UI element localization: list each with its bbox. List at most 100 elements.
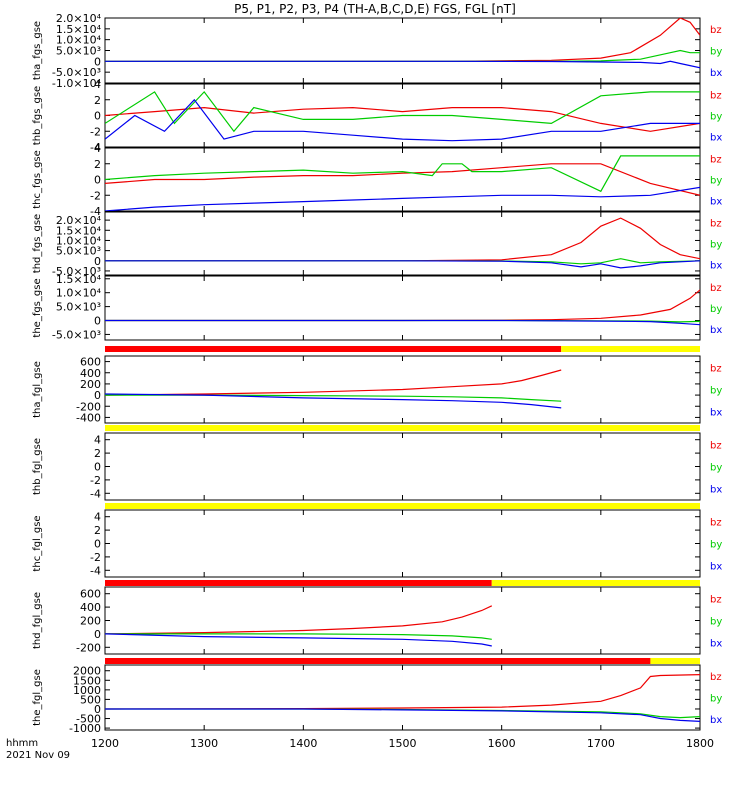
panel-frame: [104, 509, 701, 578]
y-tick-label: 400: [80, 601, 101, 614]
series-line-bx: [105, 708, 700, 722]
legend-by: by: [710, 304, 722, 315]
y-tick-label: -4: [90, 141, 101, 154]
y-tick-label: 4: [94, 78, 101, 91]
status-bar-yellow: [650, 658, 700, 664]
y-tick-label: 2.0×10⁴: [56, 214, 102, 227]
legend-bz: bz: [710, 155, 722, 166]
series-line-bz: [105, 217, 700, 262]
legend-by: by: [710, 386, 722, 397]
legend-bx: bx: [710, 132, 722, 143]
y-tick-label: -200: [76, 400, 101, 413]
y-tick-label: 0: [94, 255, 101, 268]
y-axis-label: thb_fgl_gse: [32, 438, 43, 495]
status-bar-yellow: [561, 346, 700, 352]
y-tick-label: -200: [76, 641, 101, 654]
y-axis-label: thd_fgs_gse: [32, 214, 43, 273]
x-tick-label: 1500: [389, 737, 417, 750]
y-tick-label: 0: [94, 389, 101, 402]
y-tick-label: 400: [80, 367, 101, 380]
series-line-bx: [105, 98, 700, 142]
legend-by: by: [710, 176, 722, 187]
y-axis-label: thc_fgl_gse: [32, 515, 43, 571]
panel-frame: [104, 664, 701, 731]
y-tick-label: 0: [94, 55, 101, 68]
y-tick-label: 200: [80, 378, 101, 391]
y-tick-label: 0: [94, 110, 101, 123]
x-tick-label: 1600: [488, 737, 516, 750]
y-tick-label: 1.5×10⁴: [56, 273, 102, 286]
y-axis-label: thb_fgs_gse: [32, 86, 43, 145]
y-tick-label: 0: [94, 461, 101, 474]
legend-by: by: [710, 617, 722, 628]
y-axis-label: the_fgl_gse: [32, 669, 43, 726]
legend-bx: bx: [710, 68, 722, 79]
y-tick-label: 200: [80, 615, 101, 628]
legend-bx: bx: [710, 325, 722, 336]
series-line-bz: [105, 674, 700, 710]
series-line-bx: [105, 393, 562, 409]
series-line-bz: [105, 605, 493, 635]
y-axis-label: thc_fgs_gse: [32, 150, 43, 209]
plot-title: P5, P1, P2, P3, P4 (TH-A,B,C,D,E) FGS, F…: [234, 2, 516, 16]
y-tick-label: -2: [90, 474, 101, 487]
y-tick-label: 4: [94, 434, 101, 447]
legend-bz: bz: [710, 594, 722, 605]
y-axis-label: thd_fgl_gse: [32, 592, 43, 649]
y-tick-label: -5.0×10³: [52, 66, 101, 79]
status-bar-red: [105, 346, 562, 352]
y-tick-label: 500: [80, 693, 101, 706]
legend-bx: bx: [710, 639, 722, 650]
legend-bz: bz: [710, 91, 722, 102]
title-bar: P5, P1, P2, P3, P4 (TH-A,B,C,D,E) FGS, F…: [0, 0, 750, 18]
y-tick-label: 1.5×10⁴: [56, 23, 102, 36]
legend-by: by: [710, 694, 722, 705]
y-tick-label: 0: [94, 703, 101, 716]
legend-bx: bx: [710, 260, 722, 271]
y-axis-label: the_fgs_gse: [32, 278, 43, 337]
y-tick-label: -5.0×10³: [52, 328, 101, 341]
series-line-bz: [105, 18, 700, 62]
panel-thc-fgl-gse: 420-2-4 thc_fgl_gse bz by bx: [32, 509, 722, 578]
panel-frame: [104, 432, 701, 501]
series-line-bx: [105, 186, 700, 211]
y-tick-label: 2000: [73, 665, 101, 678]
series-line-bz: [105, 163, 700, 196]
y-tick-label: -4: [90, 487, 101, 500]
legend-by: by: [710, 47, 722, 58]
series-line-bz: [105, 289, 700, 322]
panel-frame: [104, 586, 701, 655]
legend-bx: bx: [710, 485, 722, 496]
y-tick-label: -5.0×10³: [52, 265, 101, 278]
legend-bx: bx: [710, 408, 722, 419]
legend-bz: bz: [710, 672, 722, 683]
y-axis-label: tha_fgl_gse: [32, 361, 43, 418]
legend-by: by: [710, 463, 722, 474]
y-tick-label: 2: [94, 158, 101, 171]
y-tick-label: 600: [80, 356, 101, 369]
legend-bz: bz: [710, 440, 722, 451]
legend-bx: bx: [710, 562, 722, 573]
panel-thc-fgs-gse: 4 2 0 -2 -4 thc_fgs_gse bz by bx: [32, 142, 722, 218]
series-line-bx: [105, 319, 700, 326]
y-tick-label: -1000: [69, 722, 101, 735]
y-tick-label: -1.0×10⁴: [52, 77, 102, 90]
y-tick-label: 5.0×10³: [56, 245, 101, 258]
y-tick-label: 4: [94, 142, 101, 155]
y-tick-label: 600: [80, 588, 101, 601]
y-tick-label: 2.0×10⁴: [56, 12, 102, 25]
y-tick-label: 1000: [73, 684, 101, 697]
status-bar-yellow: [105, 425, 700, 431]
legend-bz: bz: [710, 517, 722, 528]
status-bar-red: [105, 658, 651, 664]
y-tick-label: 2: [94, 447, 101, 460]
y-tick-label: 5.0×10³: [56, 301, 101, 314]
y-tick-label: 0: [94, 315, 101, 328]
x-tick-label: 1200: [91, 737, 119, 750]
legend-bz: bz: [710, 363, 722, 374]
series-line-bx: [105, 633, 492, 647]
